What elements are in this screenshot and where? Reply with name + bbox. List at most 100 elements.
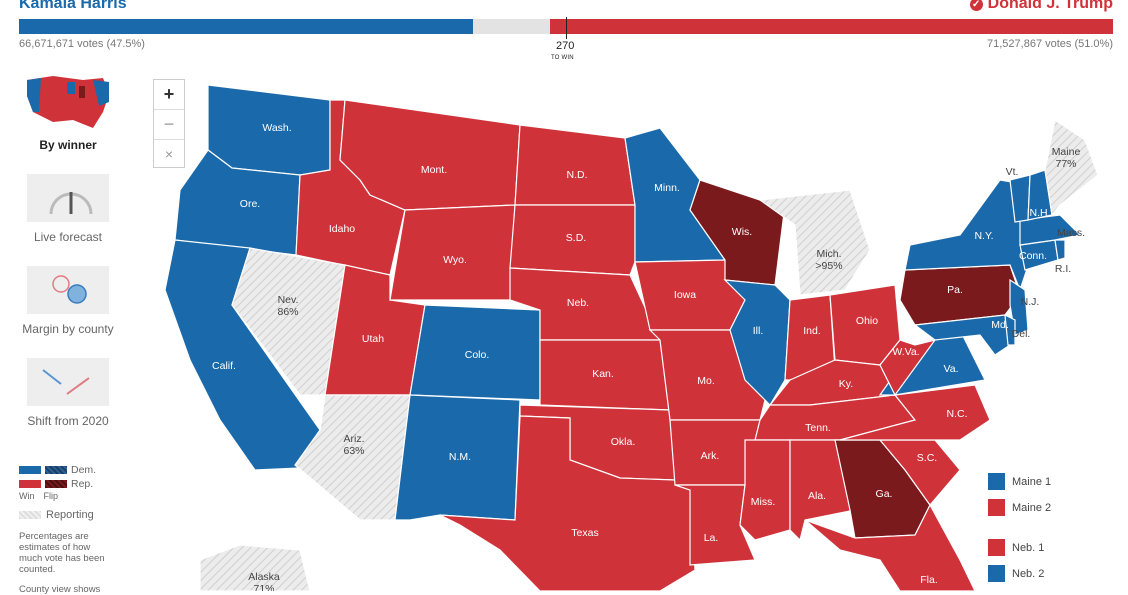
label-ky: Ky. (839, 378, 853, 390)
label-wva: W.Va. (892, 346, 919, 358)
label-ariz-pct: 63% (343, 445, 364, 457)
view-shift-from-2020-label: Shift from 2020 (27, 414, 109, 428)
legend-dem: Dem. (71, 464, 97, 476)
reporting-swatch (19, 511, 41, 519)
state-wva[interactable] (879, 339, 937, 397)
label-vt: Vt. (1006, 166, 1019, 178)
state-mass[interactable] (1019, 214, 1082, 246)
label-va: Va. (944, 363, 959, 375)
us-winner-thumbnail-icon (27, 76, 109, 128)
label-ala: Ala. (808, 490, 826, 502)
label-mich-pct: >95% (815, 260, 842, 272)
label-miss: Miss. (751, 496, 776, 508)
label-alaska-pct: 71% (253, 583, 274, 591)
label-ri: R.I. (1055, 263, 1071, 275)
state-texas[interactable] (439, 415, 696, 591)
state-sd[interactable] (509, 204, 636, 276)
label-minn: Minn. (654, 182, 680, 194)
label-nc: N.C. (947, 408, 968, 420)
dem-win-swatch (19, 466, 41, 474)
label-ga: Ga. (876, 488, 893, 500)
label-wis: Wis. (732, 226, 752, 238)
harris-name: Kamala Harris (19, 0, 127, 12)
label-calif: Calif. (212, 360, 236, 372)
view-live-forecast-label: Live forecast (33, 230, 103, 244)
label-mass: Mass. (1057, 227, 1085, 239)
state-nd[interactable] (514, 124, 636, 206)
state-maine[interactable] (1044, 119, 1099, 217)
label-ny: N.Y. (974, 230, 993, 242)
legend-reporting: Reporting (46, 509, 94, 521)
check-icon: ✓ (969, 0, 983, 11)
state-ri[interactable] (1054, 239, 1066, 261)
label-del: Del. (1012, 328, 1031, 340)
state-nc[interactable] (839, 384, 991, 441)
label-colo: Colo. (465, 349, 490, 361)
view-by-winner[interactable]: By winner (18, 72, 118, 152)
state-alaska[interactable] (199, 544, 311, 591)
district-label: Maine 2 (1012, 501, 1052, 514)
label-iowa: Iowa (674, 289, 696, 301)
label-okla: Okla. (611, 436, 636, 448)
state-wyo[interactable] (389, 204, 516, 301)
rep-bar (549, 19, 1113, 34)
district-maine-2[interactable]: Maine 2 (988, 499, 1051, 516)
state-miss[interactable] (739, 439, 791, 541)
zoom-reset-button[interactable]: × (164, 146, 174, 162)
label-ark: Ark. (701, 450, 720, 462)
label-nd: N.D. (567, 169, 588, 181)
zoom-in-button[interactable]: + (154, 80, 184, 110)
district-label: Neb. 1 (1012, 541, 1045, 554)
district-label: Neb. 2 (1012, 567, 1045, 580)
rep-win-swatch (19, 480, 41, 488)
label-ariz: Ariz. (344, 433, 365, 445)
dem-flip-swatch (45, 466, 67, 474)
state-nev[interactable] (231, 247, 346, 396)
label-maine-pct: 77% (1055, 158, 1076, 170)
district-label: Maine 1 (1012, 475, 1052, 488)
legend-rep: Rep. (71, 478, 94, 490)
zoom-out-button[interactable]: − (154, 110, 184, 140)
dem-vote-total: 66,671,671 votes (47.5%) (19, 38, 145, 50)
view-shift-from-2020[interactable]: Shift from 2020 (18, 354, 118, 428)
label-fla: Fla. (920, 574, 938, 586)
district-neb-2[interactable]: Neb. 2 (988, 565, 1044, 582)
label-alaska: Alaska (248, 571, 280, 583)
label-wyo: Wyo. (443, 254, 467, 266)
label-ind: Ind. (803, 325, 821, 337)
view-live-forecast[interactable]: Live forecast (18, 170, 118, 244)
label-maine: Maine (1052, 146, 1081, 158)
state-mich[interactable] (758, 189, 871, 296)
label-nj: N.J. (1021, 296, 1040, 308)
target-number: 270 (556, 40, 575, 52)
district-neb-1[interactable]: Neb. 1 (988, 539, 1044, 556)
label-sd: S.D. (566, 232, 586, 244)
trump-name-label: Donald J. Trump (987, 0, 1113, 12)
reporting-legend: Reporting (19, 509, 94, 521)
state-ariz[interactable] (294, 394, 411, 521)
legend-flip: Flip (43, 491, 59, 501)
state-del[interactable] (1004, 313, 1016, 346)
label-sc: S.C. (917, 452, 937, 464)
view-by-winner-label: By winner (39, 138, 97, 152)
view-margin-by-county[interactable]: Margin by county (18, 262, 118, 336)
shift-arrows-icon (27, 358, 109, 406)
label-tenn: Tenn. (805, 422, 831, 434)
label-nh: N.H. (1030, 207, 1051, 219)
label-conn: Conn. (1019, 250, 1047, 262)
district-swatch (988, 539, 1005, 556)
label-nev-pct: 86% (277, 306, 298, 318)
district-maine-1[interactable]: Maine 1 (988, 473, 1051, 490)
label-mo: Mo. (697, 375, 715, 387)
label-mont: Mont. (421, 164, 447, 176)
dem-bar (19, 19, 473, 34)
zoom-controls: + − × (153, 79, 185, 168)
county-bubbles-icon (27, 266, 109, 314)
legend-win: Win (19, 491, 35, 501)
label-pa: Pa. (947, 284, 963, 296)
state-fla[interactable] (804, 503, 976, 591)
label-nev: Nev. (278, 294, 299, 306)
forecast-gauge-icon (27, 174, 109, 222)
legend-note-2: County view shows (19, 584, 101, 595)
